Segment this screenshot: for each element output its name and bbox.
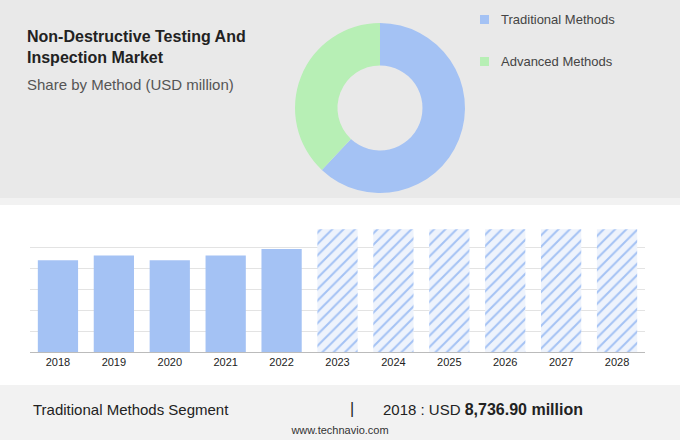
svg-text:2018: 2018 [46,356,70,368]
svg-text:2024: 2024 [381,356,405,368]
html-text:Non-Destructive Testing And In: Non-Destructive Testing And Inspection M… [27,28,246,66]
html-text:Advanced Methods: Advanced Methods [501,54,613,69]
html-text:Traditional Methods: Traditional Methods [501,12,615,27]
svg-text:2028: 2028 [605,356,629,368]
svg-text:2019: 2019 [102,356,126,368]
svg-text:2027: 2027 [549,356,573,368]
svg-text:2022: 2022 [269,356,293,368]
html-text:Traditional Methods Segment: Traditional Methods Segment [33,401,229,418]
svg-text:2025: 2025 [437,356,461,368]
html-text:Share by Method (USD million): Share by Method (USD million) [27,76,234,93]
html-text:2018 : USD 8,736.90 million: 2018 : USD 8,736.90 million [383,401,583,418]
svg-text:2020: 2020 [158,356,182,368]
svg-text:2026: 2026 [493,356,517,368]
html-text:www.technavio.com: www.technavio.com [291,424,389,436]
svg-text:2023: 2023 [325,356,349,368]
svg-text:2021: 2021 [213,356,237,368]
